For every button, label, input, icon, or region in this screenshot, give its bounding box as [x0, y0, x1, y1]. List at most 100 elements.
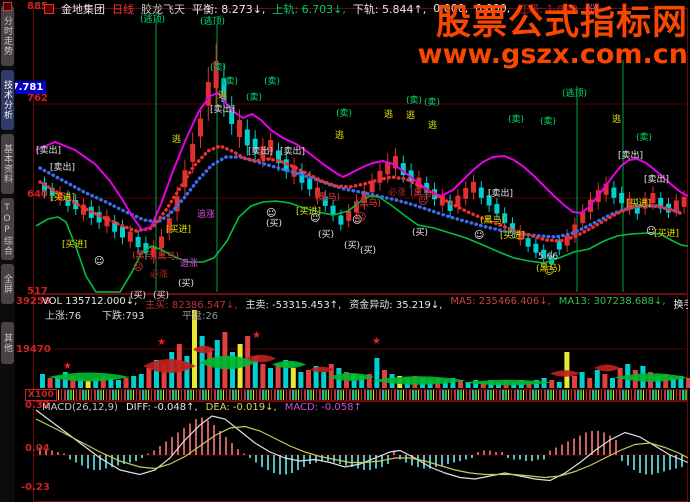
volume-bar [655, 376, 661, 388]
volume-bar [678, 376, 684, 388]
candle-body [276, 150, 281, 164]
candle-body [354, 201, 359, 213]
volume-bar [161, 364, 167, 388]
candle-body [112, 221, 118, 232]
macd-diff-line [35, 409, 689, 482]
candle-body [143, 243, 149, 254]
volume-bar [526, 382, 532, 388]
title-segment: 红珊: 1.000 [517, 2, 578, 16]
volume-bar [564, 352, 570, 388]
candle-body [634, 204, 640, 214]
volume-header-segment: 主卖: -53315.453↑, [245, 300, 342, 311]
candle-body [393, 155, 398, 169]
title-segment: 上轨: 6.703↓, [272, 2, 346, 16]
candle-body [533, 243, 539, 253]
volume-ribbon [48, 372, 130, 382]
volume-bar [100, 376, 106, 388]
macd-header-segment: MACD: -0.058↑ [284, 402, 362, 413]
candle-body [486, 195, 492, 206]
volume-header-segment: 换手率% : 0.304↓, [673, 300, 688, 311]
volume-bar [610, 378, 615, 388]
volume-ribbon [310, 366, 334, 373]
volume-bar [252, 356, 258, 388]
candle-body [517, 230, 523, 241]
volume-bar [442, 380, 448, 388]
candle-body [42, 182, 47, 193]
volume-header-segment: VOL 135712.000↓, [42, 296, 138, 307]
volume-ribbon [550, 370, 580, 377]
count-label: 上涨:76 [45, 311, 82, 322]
macd-header-segment: MACD(26,12,9) [42, 402, 118, 413]
volume-bar [230, 352, 235, 388]
sidebar-tab-4[interactable]: 全屏 [1, 264, 14, 304]
macd-header-segment: DEA: -0.019↓, [205, 402, 277, 413]
candle-body [556, 240, 562, 250]
axis-tick-label: 885 [27, 1, 48, 12]
volume-bar [572, 376, 577, 388]
volume-bar [670, 378, 676, 388]
candle-body [377, 170, 383, 183]
candle-body [213, 61, 219, 89]
title-segment: 胶龙飞天 [141, 2, 185, 16]
candle-body [346, 210, 352, 221]
volume-bar [146, 368, 152, 388]
volume-bar [298, 372, 304, 388]
macd-header: MACD(26,12,9) DIFF: -0.048↑, DEA: -0.019↓,… [42, 402, 688, 413]
candle-body [361, 191, 367, 203]
volume-bar [47, 378, 53, 388]
volume-ribbon [272, 360, 306, 369]
volume-ribbon [193, 345, 215, 354]
x100-scale-label: X100 [25, 389, 57, 401]
candle-body [81, 204, 86, 215]
volume-bar [306, 370, 311, 388]
candle-body [307, 178, 313, 190]
volume-ribbon [199, 355, 256, 370]
candle-body [268, 140, 274, 152]
candle-body [73, 200, 79, 210]
title-segment: 下轨: 5.844↑, [352, 2, 427, 16]
candle-body [260, 146, 266, 159]
volume-bar [283, 360, 289, 388]
sidebar-tab-0[interactable]: 分时走势 [1, 6, 14, 66]
volume-bar [78, 378, 83, 388]
title-segment: 日线 [112, 2, 134, 16]
sidebar-tab-2[interactable]: 基本资料 [1, 134, 14, 194]
ma-line-red [38, 144, 684, 243]
volume-header-segment: 资金异动: 35.219↓, [349, 300, 443, 311]
title-segment: 0.000, [475, 2, 511, 15]
candle-body [244, 129, 250, 146]
watermark: 股票公式指标网 www.gszx.com.cn [418, 6, 688, 69]
candle-body [627, 198, 632, 209]
candle-body [400, 163, 406, 176]
volume-bar [154, 360, 159, 388]
candle-body [642, 198, 648, 209]
star-marker: ★ [372, 336, 381, 347]
volume-ribbon [143, 359, 196, 373]
candle-body [65, 196, 71, 206]
candle-body [525, 238, 531, 247]
volume-bar [85, 380, 91, 388]
candle-body [190, 143, 196, 162]
volume-bar [184, 356, 190, 388]
candle-body [572, 224, 578, 236]
title-segment: 金地集团 [61, 2, 105, 16]
candle-body [120, 226, 125, 238]
volume-ribbon [246, 354, 276, 363]
title-bar: 金地集团 日线 胶龙飞天 平衡: 8.273↓, 上轨: 6.703↓, 下轨: 5.84… [44, 1, 596, 16]
candle-body [135, 236, 141, 248]
volume-header-segment: MA5: 235466.406↓, [450, 296, 551, 307]
volume-bar [556, 382, 562, 388]
volume-bar [549, 380, 555, 388]
sidebar-tab-1[interactable]: 技术分析 [1, 70, 14, 130]
candle-body [673, 200, 679, 211]
volume-bar [480, 382, 486, 388]
volume-bar [260, 364, 266, 388]
volume-bar [290, 368, 296, 388]
volume-bar [108, 378, 114, 388]
candle-body [455, 195, 461, 207]
sidebar-tab-5[interactable]: 其他 [1, 322, 14, 364]
candle-body [315, 187, 320, 198]
sidebar-tab-3[interactable]: TOP综合 [1, 198, 14, 260]
volume-bar [55, 376, 61, 388]
